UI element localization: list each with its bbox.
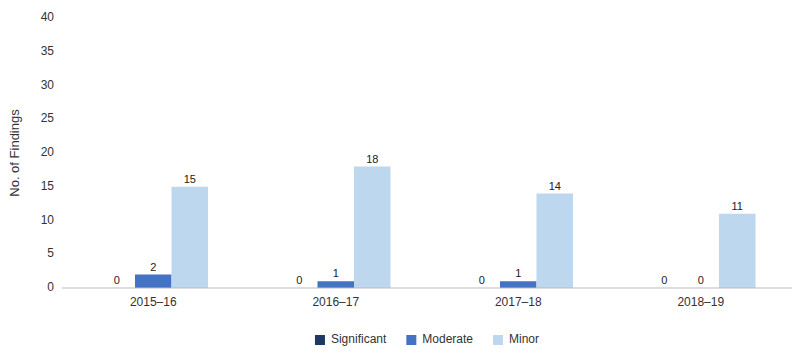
- bar: [172, 187, 209, 288]
- bars: [135, 167, 756, 289]
- y-tick-label: 5: [47, 246, 54, 260]
- y-tick-label: 0: [47, 280, 54, 294]
- data-label: 1: [515, 267, 521, 279]
- data-label: 18: [366, 153, 378, 165]
- bar: [500, 281, 537, 288]
- data-label: 0: [661, 274, 667, 286]
- data-label: 11: [732, 200, 743, 212]
- legend-label: Moderate: [422, 332, 473, 346]
- data-labels: 0000211015181411: [114, 153, 743, 287]
- y-tick-label: 30: [41, 78, 55, 92]
- bar: [354, 167, 391, 289]
- x-tick-label: 2015–16: [130, 295, 177, 309]
- y-tick-label: 40: [41, 10, 55, 24]
- x-tick-label: 2016–17: [312, 295, 359, 309]
- legend-item: Moderate: [406, 332, 473, 346]
- legend: Significant Moderate Minor: [315, 332, 539, 346]
- data-label: 1: [333, 267, 339, 279]
- y-axis: 0 5 10 15 20 25 30 35 40: [41, 10, 55, 294]
- y-tick-label: 35: [41, 44, 55, 58]
- y-tick-label: 15: [41, 179, 55, 193]
- bar: [135, 275, 172, 289]
- legend-swatch: [315, 335, 325, 345]
- legend-swatch: [406, 335, 416, 345]
- legend-item: Significant: [315, 332, 387, 346]
- x-tick-label: 2018–19: [677, 295, 724, 309]
- x-axis: 2015–16 2016–17 2017–18 2018–19: [130, 295, 725, 309]
- legend-label: Minor: [509, 332, 539, 346]
- data-label: 0: [479, 274, 485, 286]
- bar: [719, 214, 756, 288]
- data-label: 0: [296, 274, 302, 286]
- data-label: 0: [698, 274, 704, 286]
- bar: [318, 281, 355, 288]
- y-axis-label: No. of Findings: [7, 109, 22, 197]
- chart-svg: 0510152025303540No. of Findings000021101…: [0, 0, 808, 362]
- y-tick-label: 25: [41, 111, 55, 125]
- data-label: 0: [114, 274, 120, 286]
- legend-swatch: [493, 335, 503, 345]
- legend-label: Significant: [331, 332, 387, 346]
- data-label: 15: [184, 173, 196, 185]
- x-tick-label: 2017–18: [495, 295, 542, 309]
- data-label: 2: [150, 261, 156, 273]
- y-tick-label: 20: [41, 145, 55, 159]
- y-tick-label: 10: [41, 213, 55, 227]
- bar: [537, 194, 574, 289]
- chart-container: 0510152025303540No. of Findings000021101…: [0, 0, 808, 362]
- data-label: 14: [549, 180, 561, 192]
- x-axis-line: [62, 288, 792, 289]
- legend-item: Minor: [493, 332, 539, 346]
